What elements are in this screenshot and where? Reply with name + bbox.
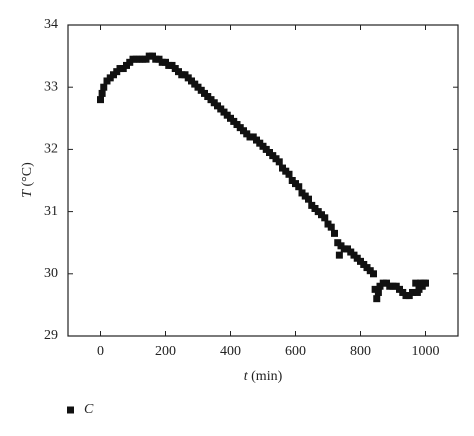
y-tick-label: 33 <box>44 79 58 94</box>
point <box>295 183 303 191</box>
x-tick-label: 600 <box>285 344 306 359</box>
point <box>409 288 416 296</box>
point <box>275 158 283 166</box>
y-tick-label: 31 <box>44 204 58 219</box>
y-tick-label: 32 <box>44 142 58 157</box>
point <box>331 229 338 237</box>
y-label-symbol: T <box>20 189 35 198</box>
x-label-symbol: t <box>244 369 249 384</box>
x-axis-label: t (min) <box>244 369 283 384</box>
point <box>285 170 293 178</box>
x-tick-label: 0 <box>97 344 104 359</box>
plot-frame <box>67 24 459 337</box>
x-tick-label: 400 <box>220 344 241 359</box>
point <box>335 251 343 259</box>
point <box>97 96 104 104</box>
point <box>321 214 329 222</box>
x-tick-label: 200 <box>155 344 176 359</box>
legend-marker <box>67 406 74 414</box>
point <box>98 89 106 97</box>
point <box>373 295 381 303</box>
y-tick-label: 29 <box>44 328 58 343</box>
point <box>305 195 312 203</box>
x-tick-label: 800 <box>350 344 371 359</box>
y-label-unit: (°C) <box>20 162 35 187</box>
point <box>100 83 108 91</box>
x-label-unit: (min) <box>251 369 282 384</box>
x-tick-label: 1000 <box>412 344 440 359</box>
point <box>422 279 429 287</box>
legend-label: C <box>84 402 94 417</box>
point <box>374 288 382 296</box>
point <box>412 279 420 287</box>
y-tick-label: 30 <box>44 266 58 281</box>
point <box>370 270 377 278</box>
y-axis-label: T (°C) <box>20 162 35 198</box>
point <box>327 223 335 231</box>
y-tick-label: 34 <box>44 17 58 32</box>
